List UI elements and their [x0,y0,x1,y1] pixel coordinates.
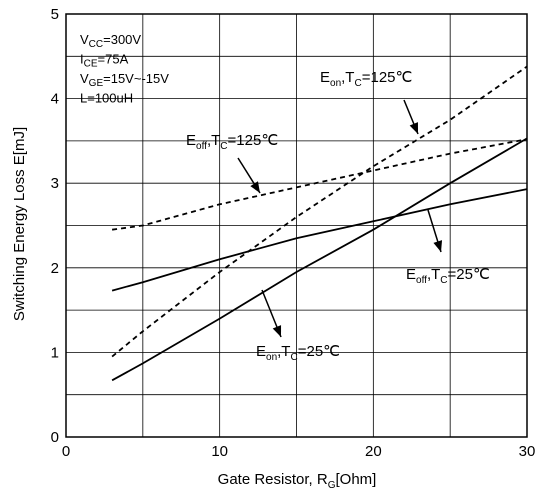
series-layer [111,65,528,382]
y-tick-label: 0 [51,429,59,446]
annotation-arrow-head [409,122,418,134]
series-line-eon25 [111,137,528,382]
condition-line: ICE=75A [80,52,129,70]
x-axis-label-sub: G [328,480,336,491]
x-axis-label: Gate Resistor, RG[Ohm] [218,471,377,491]
y-axis-label: Switching Energy Loss E[mJ] [11,127,28,321]
condition-line: L=100uH [80,91,133,106]
y-tick-label: 1 [51,344,59,361]
x-axis-label-unit: [Ohm] [335,471,376,488]
x-axis-label-main: Gate Resistor, R [218,471,328,488]
annotation-arrow-head [250,181,260,193]
x-tick-label: 10 [211,443,228,460]
condition-line: VGE=15V~-15V [80,71,169,89]
series-line-eon125 [111,65,528,358]
plot-frame [65,13,528,438]
annotation-arrow-head [433,240,443,252]
series-label-eoff25: Eoff,TC=25℃ [406,266,490,286]
y-tick-label: 2 [51,260,59,277]
series-label-eon25: Eon,TC=25℃ [256,343,340,363]
series-label-eoff125: Eoff,TC=125℃ [186,132,278,152]
condition-line: VCC=300V [80,32,141,50]
curve-annotations: Eon,TC=125℃ Eoff,TC=125℃ Eon,TC=25℃ Eoff,TC… [186,69,490,363]
series-line-eoff25 [111,188,528,292]
x-tick-label: 0 [62,443,70,460]
grid-lines [66,14,527,437]
x-tick-label: 30 [519,443,536,460]
series-line-eoff125 [111,138,528,231]
series-label-eon125: Eon,TC=125℃ [320,69,412,89]
y-tick-label: 5 [51,6,59,23]
y-tick-label: 3 [51,175,59,192]
annotation-arrow-head [272,325,282,337]
tick-labels: 0 10 20 30 0 1 2 3 4 5 [51,6,536,460]
y-tick-label: 4 [51,91,59,108]
x-tick-label: 20 [365,443,382,460]
